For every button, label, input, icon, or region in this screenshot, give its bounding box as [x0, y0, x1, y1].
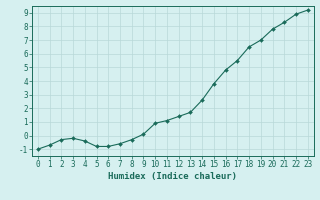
- X-axis label: Humidex (Indice chaleur): Humidex (Indice chaleur): [108, 172, 237, 181]
